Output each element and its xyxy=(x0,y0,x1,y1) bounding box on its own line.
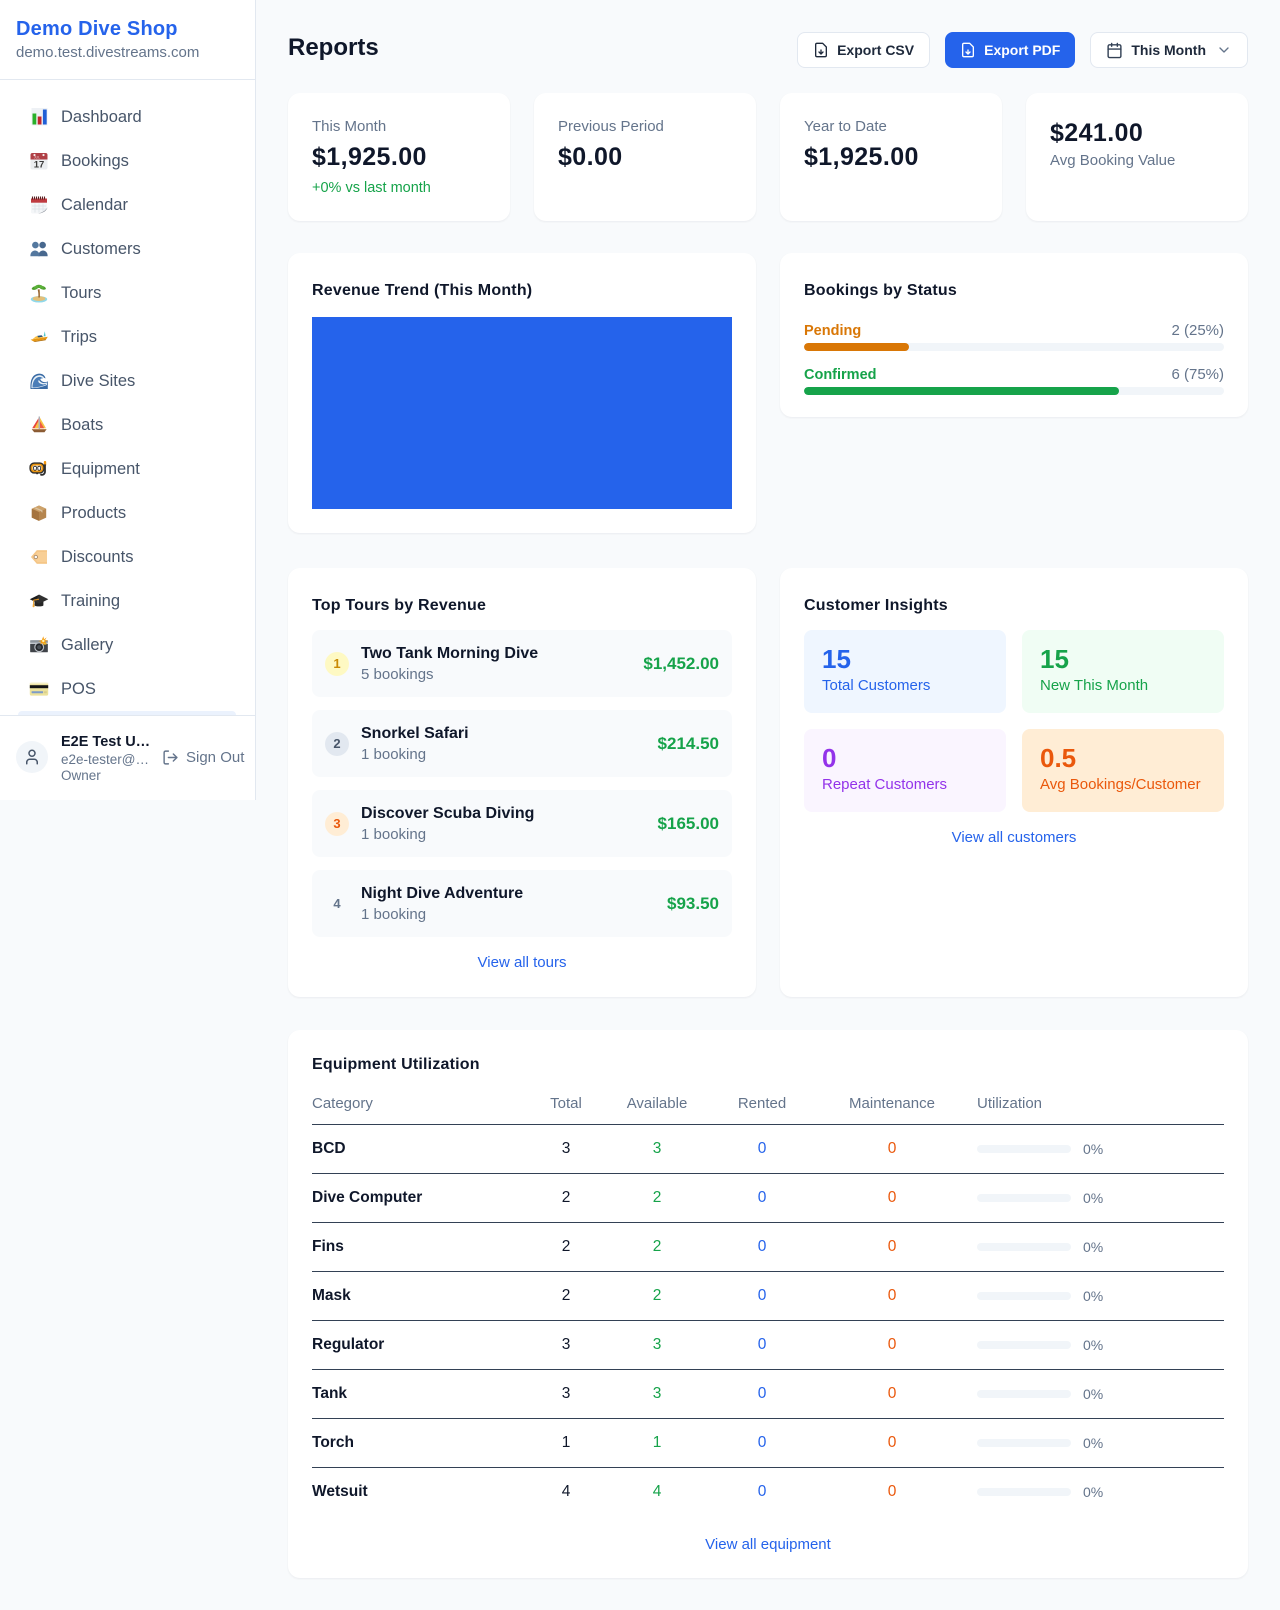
svg-text:JUL: JUL xyxy=(34,156,40,160)
svg-text:17: 17 xyxy=(34,160,45,171)
